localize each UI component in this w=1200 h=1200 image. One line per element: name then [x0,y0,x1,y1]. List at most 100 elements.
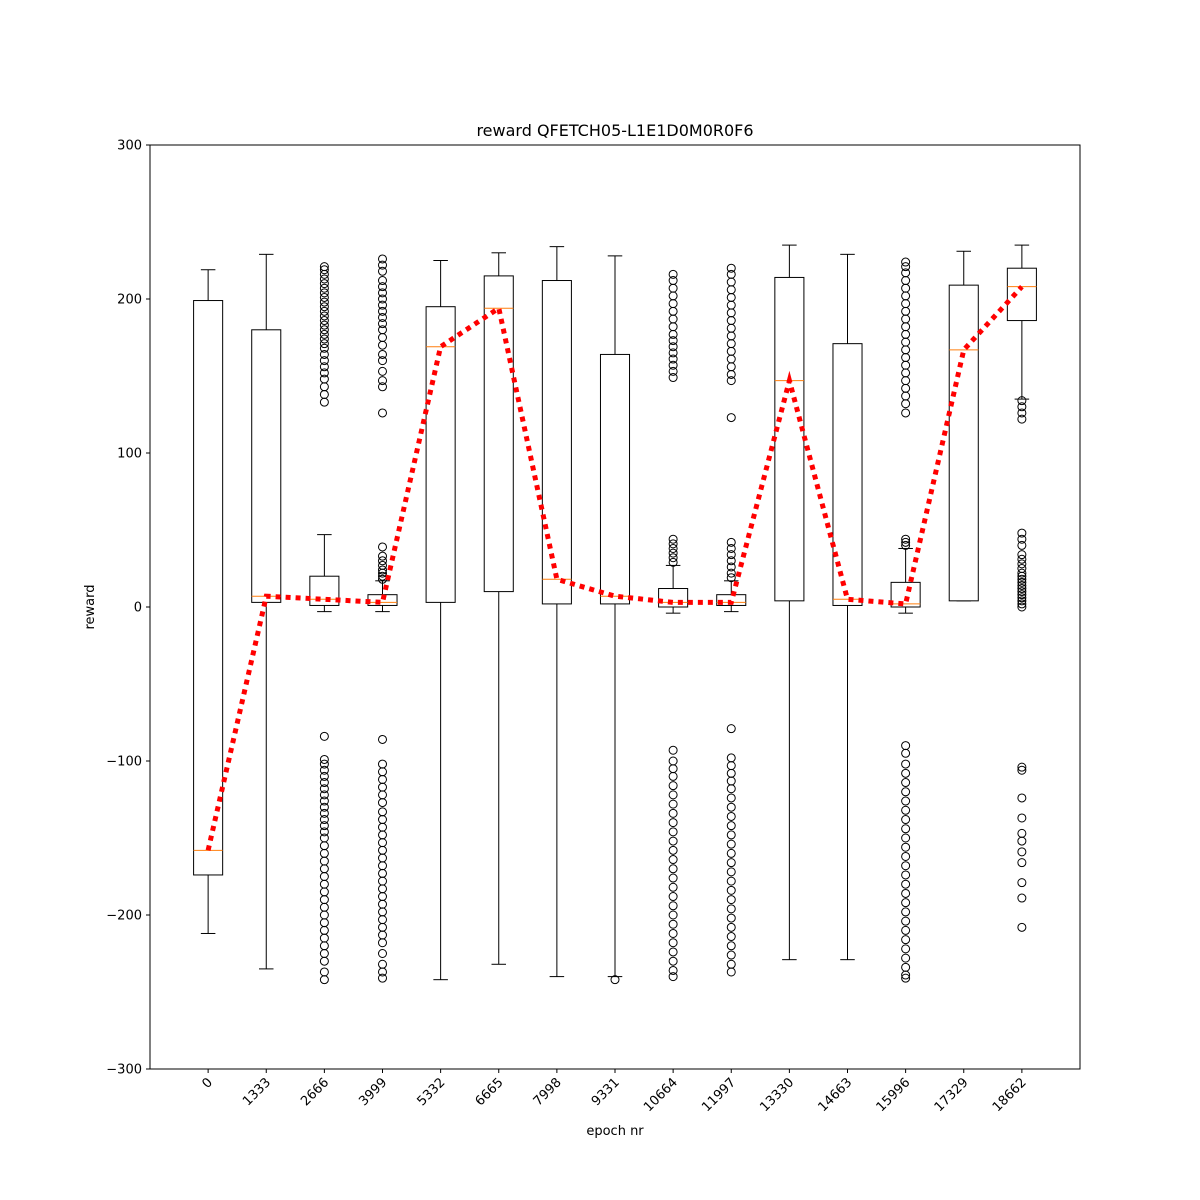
flier-point [319,771,329,781]
flier-point [319,759,329,769]
flier-point [1017,593,1027,603]
flier-point [901,879,911,889]
flier-point [319,368,329,378]
flier-point [726,895,736,905]
flier-point [726,941,736,951]
flier-point [901,262,911,272]
flier-point [319,316,329,326]
flier-point [1017,878,1027,888]
flier-point [726,568,736,578]
y-tick-label: −300 [106,1063,142,1078]
flier-point [319,815,329,825]
flier-point [901,970,911,980]
flier-point [668,534,678,544]
flier-point [726,913,736,923]
flier-point [726,904,736,914]
flier-point [668,947,678,957]
flier-point [726,811,736,821]
flier-point [901,534,911,544]
flier-point [901,916,911,926]
flier-point [378,376,387,386]
flier-point [378,938,387,948]
flier-point [726,562,736,572]
flier-point [319,325,329,335]
flier-point [319,343,329,353]
flier-point [378,282,387,292]
flier-point [901,540,911,550]
flier-point [668,818,678,828]
box [948,284,979,602]
flier-point [668,336,678,346]
flier-point [668,873,678,883]
flier-point [726,950,736,960]
flier-point [378,949,387,958]
flier-point [378,260,387,270]
flier-point [1017,559,1027,569]
flier-point [378,312,387,322]
flier-point [378,565,387,575]
flier-point [378,542,387,552]
box-group [193,269,224,934]
flier-point [319,374,329,384]
flier-point [726,413,736,423]
flier-point [668,799,678,809]
flier-point [319,292,329,302]
flier-point [668,972,678,982]
flier-point [1017,893,1027,903]
flier-point [668,539,678,549]
flier-point [319,283,329,293]
flier-point [901,748,911,758]
box-group [483,252,514,965]
flier-point [1017,596,1027,606]
flier-point [1017,584,1027,594]
flier-point [378,408,387,418]
flier-point [378,325,387,335]
flier-point [1017,813,1027,823]
flier-point [610,975,620,985]
flier-point [319,784,329,794]
flier-point [668,965,678,975]
flier-point [668,928,678,938]
flier-point [1017,587,1027,597]
flier-point [726,543,736,553]
flier-point [668,790,678,800]
box-group [890,257,921,983]
flier-point [901,953,911,963]
box-group [599,255,631,985]
flier-point [668,276,678,286]
flier-point [319,356,329,366]
flier-point [319,790,329,800]
flier-point [668,910,678,920]
flier-point [901,833,911,843]
x-axis-label: epoch nr [586,1124,644,1139]
flier-point [668,901,678,911]
flier-point [1017,765,1027,775]
flier-point [901,870,911,880]
flier-point [726,784,736,794]
flier-point [1017,540,1027,550]
box-group [541,246,572,978]
flier-point [1017,528,1027,538]
y-tick-label: 0 [134,601,142,616]
flier-point [668,366,678,376]
flier-point [668,269,678,279]
flier-point [378,288,387,298]
flier-point [726,573,736,583]
flier-point [901,759,911,769]
flier-point [668,836,678,846]
flier-point [668,882,678,892]
flier-point [1017,762,1027,772]
box [541,280,572,605]
flier-point [901,824,911,834]
flier-point [1017,550,1027,560]
flier-point [1017,564,1027,573]
box [309,575,340,606]
flier-point [319,306,329,316]
y-tick-label: −200 [106,909,142,924]
flier-point [378,254,387,264]
chart-title: reward QFETCH05-L1E1D0M0R0F6 [476,121,753,140]
flier-point [319,302,329,312]
flier-point [319,297,329,307]
flier-point [378,306,387,316]
